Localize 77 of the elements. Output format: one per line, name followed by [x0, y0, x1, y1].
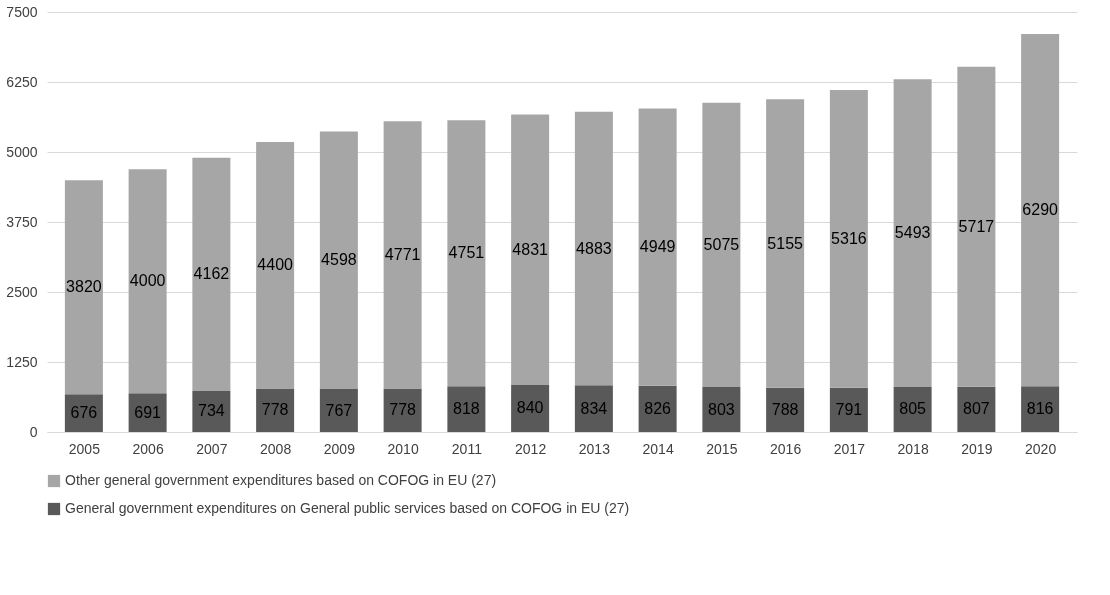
data-label: 834 [580, 399, 608, 417]
data-label: 4831 [512, 240, 549, 258]
bar [766, 99, 805, 388]
y-tick-label: 3750 [6, 213, 38, 230]
bar [64, 180, 103, 395]
data-label: 4400 [257, 256, 294, 274]
data-label: 788 [771, 400, 799, 418]
data-label: 778 [389, 401, 417, 419]
data-label: 767 [325, 401, 353, 419]
x-tick-label: 2014 [642, 440, 674, 457]
y-tick-label: 6250 [6, 73, 38, 90]
bar [702, 102, 741, 388]
bar [192, 157, 231, 391]
data-label: 805 [899, 400, 927, 418]
bar [893, 79, 932, 387]
data-label: 734 [198, 402, 225, 420]
bar [829, 90, 868, 388]
bar [957, 66, 996, 387]
x-tick-label: 2013 [578, 440, 611, 457]
data-label: 791 [835, 400, 863, 418]
data-label: 6290 [1022, 201, 1059, 219]
data-label: 4771 [384, 245, 421, 263]
data-label: 3820 [66, 278, 102, 296]
x-tick-label: 2018 [897, 440, 929, 457]
x-tick-label: 2017 [833, 440, 866, 457]
x-tick-label: 2020 [1025, 440, 1057, 457]
x-tick-label: 2019 [961, 440, 993, 457]
y-tick-label: 1250 [6, 353, 38, 370]
data-label: 5155 [767, 234, 804, 252]
bar [829, 387, 868, 432]
x-tick-label: 2008 [260, 440, 292, 457]
bar [447, 120, 486, 387]
y-tick-label: 2500 [6, 283, 38, 300]
y-tick-label: 0 [29, 423, 38, 440]
bar [383, 388, 422, 432]
legend-label: Other general government expenditures based on COFOG in EU (27) [65, 472, 497, 488]
data-label: 5316 [831, 229, 867, 247]
data-label: 691 [134, 403, 162, 421]
data-label: 778 [261, 401, 289, 419]
data-label: 5717 [958, 217, 995, 235]
data-label: 818 [453, 400, 480, 418]
data-label: 4883 [576, 239, 612, 257]
data-label: 4751 [448, 244, 485, 262]
data-label: 826 [644, 399, 672, 417]
bar [256, 142, 295, 389]
data-label: 4949 [639, 238, 676, 256]
bar [319, 389, 358, 432]
data-label: 816 [1026, 400, 1054, 418]
data-label: 807 [963, 400, 990, 418]
y-tick-label: 5000 [6, 143, 38, 160]
bar [383, 121, 422, 389]
x-tick-label: 2015 [706, 440, 738, 457]
x-tick-label: 2007 [196, 440, 228, 457]
data-label: 803 [708, 400, 735, 418]
data-label: 4598 [321, 251, 357, 269]
bar [256, 388, 295, 432]
x-tick-label: 2010 [387, 440, 419, 457]
data-label: 5075 [703, 235, 740, 253]
x-tick-label: 2006 [132, 440, 164, 457]
data-label: 5493 [894, 224, 931, 242]
legend-label: General government expenditures on General public services based on COFOG in EU (27) [65, 500, 630, 516]
x-tick-label: 2005 [68, 440, 101, 457]
x-tick-label: 2009 [323, 440, 356, 457]
bar [319, 131, 358, 390]
data-label: 676 [70, 404, 98, 422]
bar [574, 111, 613, 386]
bar [128, 169, 167, 394]
y-tick-label: 7500 [6, 3, 38, 20]
data-label: 4162 [193, 265, 230, 283]
bar [511, 114, 550, 385]
x-tick-label: 2016 [770, 440, 802, 457]
data-label: 4000 [129, 272, 166, 290]
bar [1021, 34, 1060, 387]
data-label: 840 [516, 399, 544, 417]
x-tick-label: 2011 [451, 440, 483, 457]
x-tick-label: 2012 [515, 440, 547, 457]
bar [638, 108, 677, 386]
